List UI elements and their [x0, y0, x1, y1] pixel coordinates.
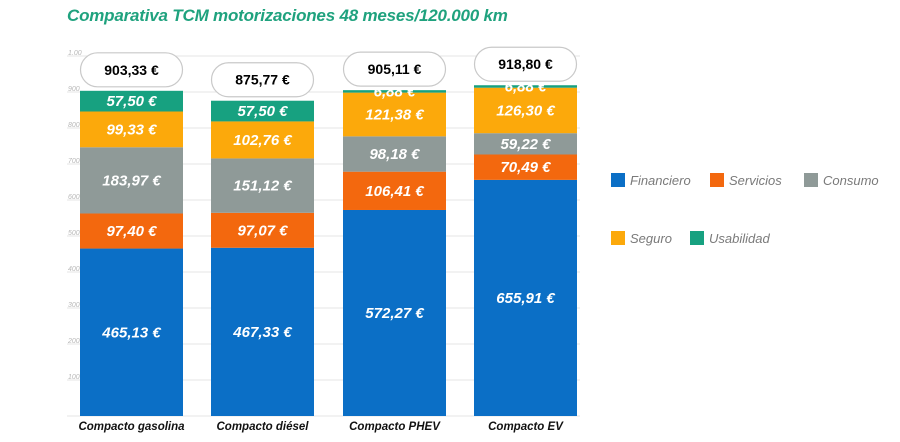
bar-segment-financiero	[474, 179, 577, 416]
y-tick-label: 500	[68, 230, 80, 237]
bar-segment-seguro	[80, 111, 183, 148]
y-tick-label: 600	[68, 194, 80, 201]
data-label: 57,50 €	[237, 103, 288, 120]
data-label: 97,40 €	[106, 223, 157, 240]
legend-label: Seguro	[630, 231, 672, 246]
y-tick-label: 700	[68, 158, 80, 165]
total-label: 918,80 €	[498, 56, 553, 72]
total-pill	[210, 62, 315, 98]
category-label: Compacto EV	[488, 421, 564, 433]
data-label: 655,91 €	[496, 290, 555, 307]
bar-segment-financiero	[211, 247, 314, 416]
data-label: 102,76 €	[233, 132, 292, 149]
data-label: 126,30 €	[496, 102, 555, 119]
total-pill	[473, 46, 578, 82]
total-pill	[79, 52, 184, 88]
bar-segment-usabilidad	[211, 100, 314, 122]
legend-label: Consumo	[823, 173, 879, 188]
y-tick-label: 1.00	[68, 50, 82, 57]
bars: 465,13 € 97,40 € 183,97 € 99,33 € 57,50 € 467…	[80, 78, 577, 416]
bar-segment-seguro	[211, 121, 314, 159]
y-tick-label: 200	[67, 338, 80, 345]
bar-segment-usabilidad	[474, 85, 577, 88]
bar-segment-consumo	[211, 158, 314, 213]
data-label: 151,12 €	[233, 178, 292, 195]
data-label: 70,49 €	[500, 159, 551, 176]
data-label: 98,18 €	[369, 146, 420, 163]
bar-segment-financiero	[80, 248, 183, 416]
total-label: 905,11 €	[368, 61, 422, 77]
bar-segment-usabilidad	[80, 90, 183, 112]
bar-segment-servicios	[211, 212, 314, 248]
y-tick-label: 900	[68, 86, 80, 93]
legend-swatch	[611, 231, 625, 245]
data-label: 99,33 €	[106, 121, 157, 138]
category-label: Compacto PHEV	[349, 421, 441, 433]
data-label: 121,38 €	[365, 106, 424, 123]
data-label: 465,13 €	[101, 324, 161, 341]
bar-segment-seguro	[474, 87, 577, 134]
data-label: 183,97 €	[102, 172, 161, 189]
bar-segment-servicios	[474, 154, 577, 180]
y-tick-label: 100	[68, 374, 80, 381]
legend-swatch	[611, 173, 625, 187]
legend-swatch	[690, 231, 704, 245]
chart-title: Comparativa TCM motorizaciones 48 meses/…	[67, 6, 508, 25]
legend-label: Usabilidad	[709, 231, 770, 246]
total-label: 903,33 €	[104, 62, 159, 78]
bar-segment-seguro	[343, 92, 446, 137]
bar-segment-financiero	[343, 209, 446, 416]
category-label: Compacto diésel	[216, 421, 309, 433]
bar-segment-servicios	[343, 171, 446, 210]
bar-segment-consumo	[343, 136, 446, 172]
category-label: Compacto gasolina	[78, 421, 185, 433]
total-pill	[342, 51, 447, 87]
data-label: 6,88 €	[505, 78, 547, 95]
bar-segment-consumo	[474, 133, 577, 155]
bar-segment-servicios	[80, 213, 183, 249]
data-label: 59,22 €	[500, 136, 551, 153]
y-tick-label: 800	[68, 122, 80, 129]
total-label: 875,77 €	[235, 72, 290, 88]
y-tick-label: 400	[68, 266, 80, 273]
legend-label: Financiero	[630, 173, 691, 188]
legend-swatch	[804, 173, 818, 187]
totals: 903,33 € 875,77 € 905,11 € 918,80 €	[79, 46, 578, 98]
data-label: 106,41 €	[365, 183, 424, 200]
data-label: 57,50 €	[106, 93, 157, 110]
data-label: 97,07 €	[237, 222, 288, 239]
bar-segment-usabilidad	[343, 90, 446, 93]
legend: Financiero Servicios Consumo Seguro Usabilid…	[611, 173, 879, 246]
bar-segment-consumo	[80, 147, 183, 214]
legend-label: Servicios	[729, 173, 782, 188]
legend-swatch	[710, 173, 724, 187]
data-label: 572,27 €	[365, 305, 424, 322]
y-tick-label: 300	[68, 302, 80, 309]
data-label: 6,88 €	[374, 83, 416, 100]
category-labels: Compacto gasolina Compacto diésel Compacto…	[78, 421, 564, 433]
data-label: 467,33 €	[232, 324, 292, 341]
